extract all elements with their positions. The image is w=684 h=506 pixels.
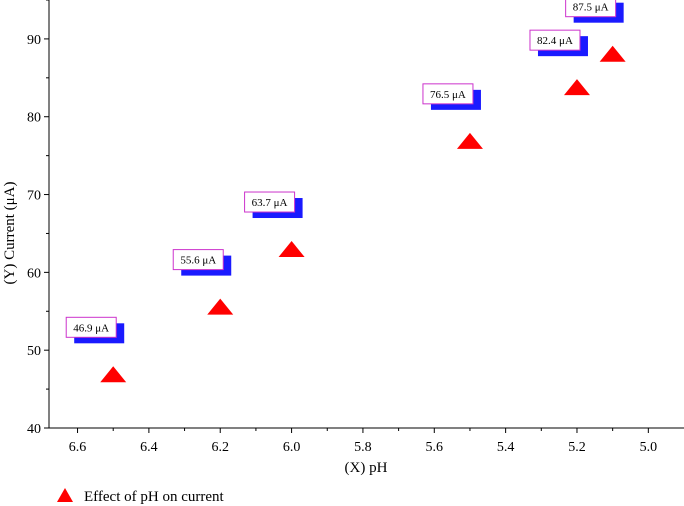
plot-frame [48, 0, 684, 429]
annotation-callout: 46.9 μA [65, 316, 125, 344]
callout-box [172, 249, 224, 271]
callout-box [244, 191, 296, 213]
callout-label: 63.7 μA [252, 197, 288, 209]
x-tick-label: 6.4 [140, 440, 158, 455]
annotation-callout: 76.5 μA [422, 83, 481, 110]
data-point-triangle [100, 366, 127, 383]
callout-box [65, 316, 117, 338]
x-tick-label: 6.6 [69, 440, 87, 455]
y-tick-label: 60 [27, 266, 41, 281]
x-axis-title: (X) pH [345, 460, 388, 476]
legend: Effect of pH on current [57, 488, 224, 505]
callout-box [422, 83, 474, 105]
y-tick-label: 70 [27, 189, 41, 204]
x-tick-label: 5.2 [568, 440, 586, 455]
data-points [100, 45, 626, 383]
callout-label: 82.4 μA [537, 35, 573, 47]
data-point-triangle [207, 298, 234, 315]
callout-label: 46.9 μA [73, 322, 109, 334]
y-tick-label: 40 [27, 422, 41, 437]
x-tick-label: 6.0 [283, 440, 301, 455]
annotation-callout: 55.6 μA [172, 249, 232, 276]
callout-label: 76.5 μA [430, 89, 466, 101]
x-tick-label: 5.0 [640, 440, 658, 455]
annotation-callout: 63.7 μA [244, 191, 303, 219]
data-point-triangle [278, 241, 305, 258]
annotation-callout: 87.5 μA [565, 0, 624, 23]
legend-label: Effect of pH on current [84, 489, 224, 505]
y-axis: 40 50 60 70 80 90 [27, 0, 49, 437]
x-tick-label: 6.2 [211, 440, 229, 455]
callout-label: 87.5 μA [573, 2, 609, 14]
data-point-triangle [456, 132, 483, 149]
y-axis-title: (Y) Current (μA) [2, 181, 18, 284]
callout-label: 55.6 μA [180, 255, 216, 267]
legend-marker [57, 488, 73, 502]
y-tick-label: 90 [27, 33, 41, 48]
callout-box [565, 0, 617, 18]
x-tick-label: 5.4 [497, 440, 515, 455]
x-tick-label: 5.8 [354, 440, 372, 455]
data-point-triangle [599, 45, 626, 62]
callout-layer: 46.9 μA 55.6 μA 63.7 μA 76.5 μA 82.4 μA 87.5 … [65, 0, 624, 344]
y-tick-label: 80 [27, 111, 41, 126]
annotation-callout: 82.4 μA [529, 29, 588, 57]
y-tick-label: 50 [27, 344, 41, 359]
x-tick-label: 5.6 [426, 440, 444, 455]
data-point-triangle [563, 79, 590, 96]
callout-box [529, 29, 581, 51]
x-axis: 6.6 6.4 6.2 6.0 5.8 5.6 5.4 5.2 5.0 [69, 428, 657, 455]
